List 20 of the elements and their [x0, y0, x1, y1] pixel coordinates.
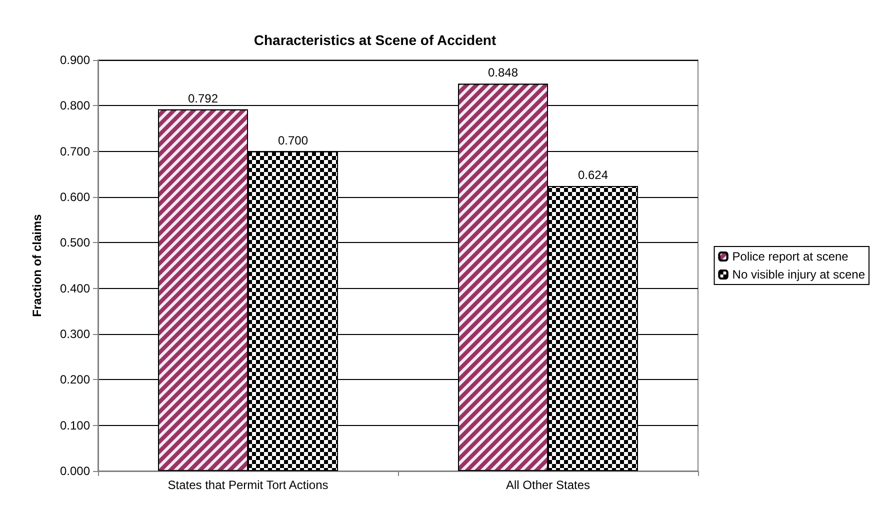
data-label: 0.848: [488, 66, 518, 80]
y-tick-label: 0.700: [60, 144, 90, 158]
y-tick-label: 0.300: [60, 327, 90, 341]
legend-label: Police report at scene: [732, 250, 849, 264]
data-label: 0.624: [578, 168, 608, 182]
y-tick-label: 0.200: [60, 372, 90, 387]
data-label: 0.792: [188, 91, 218, 106]
y-tick-label: 0.000: [60, 464, 90, 478]
y-tick-label: 0.600: [60, 190, 90, 204]
x-tick-label: All Other States: [506, 478, 590, 492]
y-tick-label: 0.400: [60, 281, 90, 296]
y-tick-label: 0.100: [60, 418, 90, 432]
y-tick-label: 0.900: [60, 53, 90, 67]
y-tick-label: 0.500: [60, 236, 90, 250]
legend-label: No visible injury at scene: [732, 268, 866, 282]
y-axis-title: Fraction of claims: [30, 214, 44, 317]
data-label: 0.700: [278, 133, 308, 148]
chart-title: Characteristics at Scene of Accident: [254, 32, 496, 48]
x-tick-label: States that Permit Tort Actions: [168, 478, 328, 492]
y-tick-label: 0.800: [60, 98, 90, 113]
